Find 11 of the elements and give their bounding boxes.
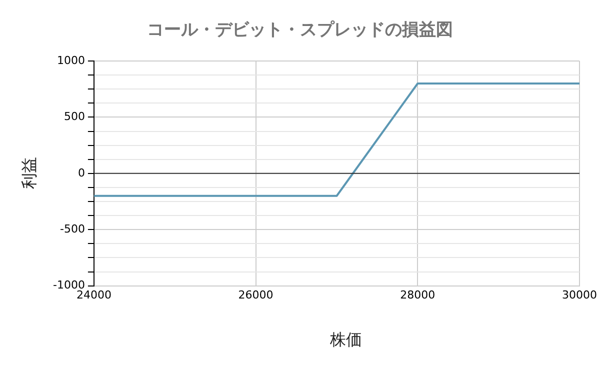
x-axis-title: 株価 <box>329 330 363 351</box>
y-tick-label: 1000 <box>56 54 85 67</box>
y-tick-label: 0 <box>78 166 85 180</box>
x-tick-label: 26000 <box>238 288 274 302</box>
y-axis-title: 利益 <box>20 156 40 191</box>
x-tick-label: 30000 <box>562 288 598 302</box>
y-tick-label: -500 <box>60 222 85 236</box>
y-tick-label: 500 <box>64 110 85 124</box>
x-tick-label: 28000 <box>400 288 436 302</box>
chart-title: コール・デビット・スプレッドの損益図 <box>146 19 454 41</box>
x-tick-label: 24000 <box>76 288 112 302</box>
